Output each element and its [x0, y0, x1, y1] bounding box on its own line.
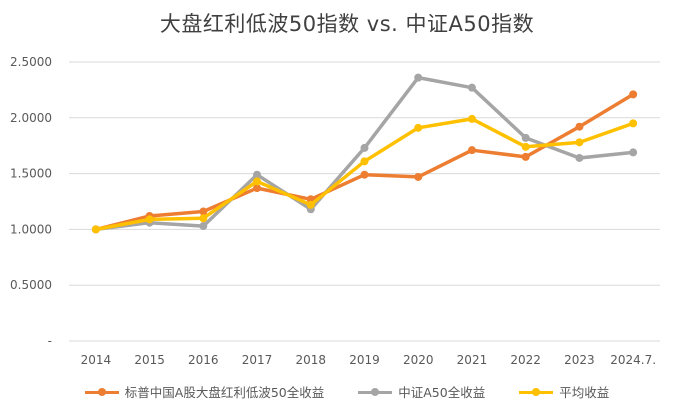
y-tick-label-5: 2.5000 [10, 55, 52, 69]
legend-marker-series-0 [97, 387, 106, 396]
data-point-s2-6 [414, 123, 423, 132]
y-tick-label-1: 0.5000 [10, 278, 52, 292]
data-point-s0-3 [253, 184, 262, 193]
y-tick-label-3: 1.5000 [10, 167, 52, 181]
data-point-s2-2 [199, 214, 208, 223]
data-point-s2-3 [253, 177, 262, 186]
data-point-s0-6 [414, 172, 423, 181]
x-tick-label-5: 2019 [349, 353, 380, 367]
legend-item-series-1: 中证A50全收益 [358, 382, 485, 401]
x-tick-label-9: 2023 [564, 353, 595, 367]
data-point-s1-2 [199, 222, 208, 231]
data-point-s2-9 [575, 138, 584, 147]
x-tick-label-7: 2021 [457, 353, 488, 367]
legend-marker-series-1 [371, 387, 380, 396]
data-point-s1-5 [360, 143, 369, 152]
data-point-s0-5 [360, 170, 369, 179]
legend-item-series-0: 标普中国A股大盘红利低波50全收益 [84, 382, 325, 401]
chart-legend: 标普中国A股大盘红利低波50全收益 中证A50全收益 平均收益 [0, 382, 694, 401]
data-point-s1-7 [467, 83, 476, 92]
data-point-s1-3 [253, 170, 262, 179]
data-point-s2-1 [145, 215, 154, 224]
legend-label-series-0: 标普中国A股大盘红利低波50全收益 [124, 385, 325, 400]
x-tick-label-2: 2016 [188, 353, 219, 367]
x-tick-label-0: 2014 [81, 353, 112, 367]
x-tick-label-6: 2020 [403, 353, 434, 367]
data-point-s2-0 [91, 225, 100, 234]
data-point-s2-4 [306, 200, 315, 209]
data-point-s2-8 [521, 142, 530, 151]
y-tick-label-2: 1.0000 [10, 222, 52, 236]
data-point-s0-10 [629, 90, 638, 99]
x-tick-label-3: 2017 [242, 353, 273, 367]
data-point-s0-8 [521, 152, 530, 161]
data-point-s0-7 [467, 146, 476, 155]
legend-swatch-series-0 [84, 385, 119, 399]
x-tick-label-4: 2018 [295, 353, 326, 367]
data-point-s1-9 [575, 153, 584, 162]
legend-swatch-series-2 [519, 385, 554, 399]
data-point-s2-10 [629, 119, 638, 128]
legend-marker-series-2 [532, 387, 541, 396]
legend-label-series-2: 平均收益 [559, 385, 610, 400]
data-point-s1-6 [414, 73, 423, 82]
x-tick-label-10: 2024.7. [610, 353, 656, 367]
legend-swatch-series-1 [358, 385, 393, 399]
data-point-s1-8 [521, 133, 530, 142]
legend-item-series-2: 平均收益 [519, 382, 609, 401]
data-point-s1-10 [629, 148, 638, 157]
data-point-s0-9 [575, 122, 584, 131]
y-tick-label-4: 2.0000 [10, 111, 52, 125]
data-point-s2-5 [360, 157, 369, 166]
legend-label-series-1: 中证A50全收益 [398, 385, 486, 400]
series-line-1 [94, 75, 635, 232]
x-tick-label-8: 2022 [510, 353, 541, 367]
x-tick-label-1: 2015 [134, 353, 165, 367]
data-point-s0-2 [199, 207, 208, 216]
chart-title: 大盘红利低波50指数 vs. 中证A50指数 [159, 12, 535, 36]
y-tick-label-0: - [48, 334, 52, 348]
data-point-s2-7 [467, 114, 476, 123]
